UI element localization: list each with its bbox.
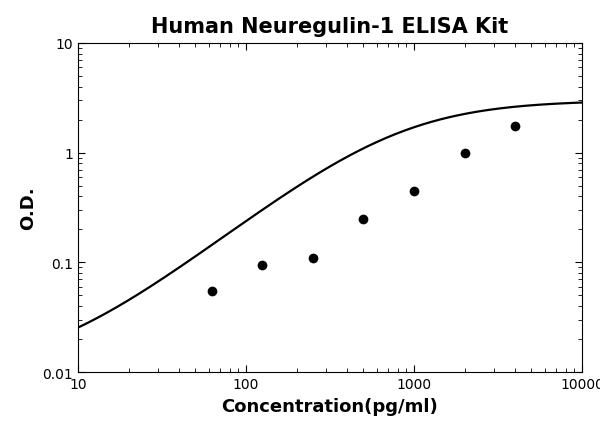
Point	[511, 123, 520, 130]
Title: Human Neuregulin-1 ELISA Kit: Human Neuregulin-1 ELISA Kit	[151, 17, 509, 37]
X-axis label: Concentration(pg/ml): Concentration(pg/ml)	[221, 397, 439, 415]
Point	[308, 255, 317, 262]
Point	[257, 262, 267, 269]
Y-axis label: O.D.: O.D.	[19, 186, 37, 230]
Point	[359, 216, 368, 223]
Point	[207, 288, 217, 295]
Point	[460, 150, 469, 157]
Point	[409, 188, 419, 195]
